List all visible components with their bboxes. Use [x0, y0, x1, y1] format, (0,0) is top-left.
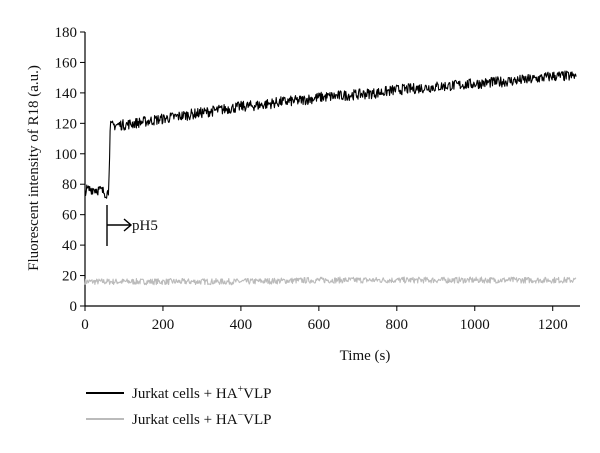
x-tick-label: 400 [230, 317, 253, 333]
x-axis-title: Time (s) [340, 348, 391, 364]
x-tick-label: 200 [152, 317, 175, 333]
y-tick-label: 100 [55, 147, 78, 163]
y-tick-label: 40 [62, 238, 77, 254]
legend-label-ha-minus: Jurkat cells + HA−VLP [132, 409, 272, 428]
series-ha-plus-line [84, 70, 577, 199]
annotation-layer: pH5 [106, 205, 158, 246]
legend-swatch-ha-plus [86, 392, 124, 394]
y-tick-label: 80 [62, 177, 77, 193]
x-tick-label: 0 [81, 317, 89, 333]
legend-item-ha-minus: Jurkat cells + HA−VLP [86, 406, 272, 432]
y-tick-label: 160 [55, 55, 78, 71]
y-tick-label: 0 [70, 299, 78, 315]
x-tick-label: 600 [308, 317, 331, 333]
legend-label-ha-plus: Jurkat cells + HA+VLP [132, 383, 272, 402]
plot-area: 0 20 40 60 80 100 120 140 160 180 0 200 400 600 800 100… [55, 25, 580, 333]
chart: 0 20 40 60 80 100 120 140 160 180 0 200 400 600 800 100… [26, 25, 580, 364]
y-axis-title: Fluorescent intensity of R18 (a.u.) [26, 65, 42, 271]
y-tick-label: 120 [55, 116, 78, 132]
ph5-label: pH5 [132, 218, 158, 234]
y-tick-label: 180 [55, 25, 78, 41]
y-tick-label: 140 [55, 86, 78, 102]
y-tick-label: 20 [62, 269, 77, 285]
x-tick-label: 1200 [538, 317, 568, 333]
legend-swatch-ha-minus [86, 418, 124, 420]
x-tick-label: 800 [386, 317, 409, 333]
ph5-arrow-head [123, 218, 133, 232]
series-layer [84, 70, 577, 286]
y-tick-label: 60 [62, 208, 77, 224]
legend: Jurkat cells + HA+VLP Jurkat cells + HA−… [86, 380, 272, 432]
x-tick-label: 1000 [460, 317, 490, 333]
legend-item-ha-plus: Jurkat cells + HA+VLP [86, 380, 272, 406]
series-ha-minus-line [84, 276, 577, 286]
